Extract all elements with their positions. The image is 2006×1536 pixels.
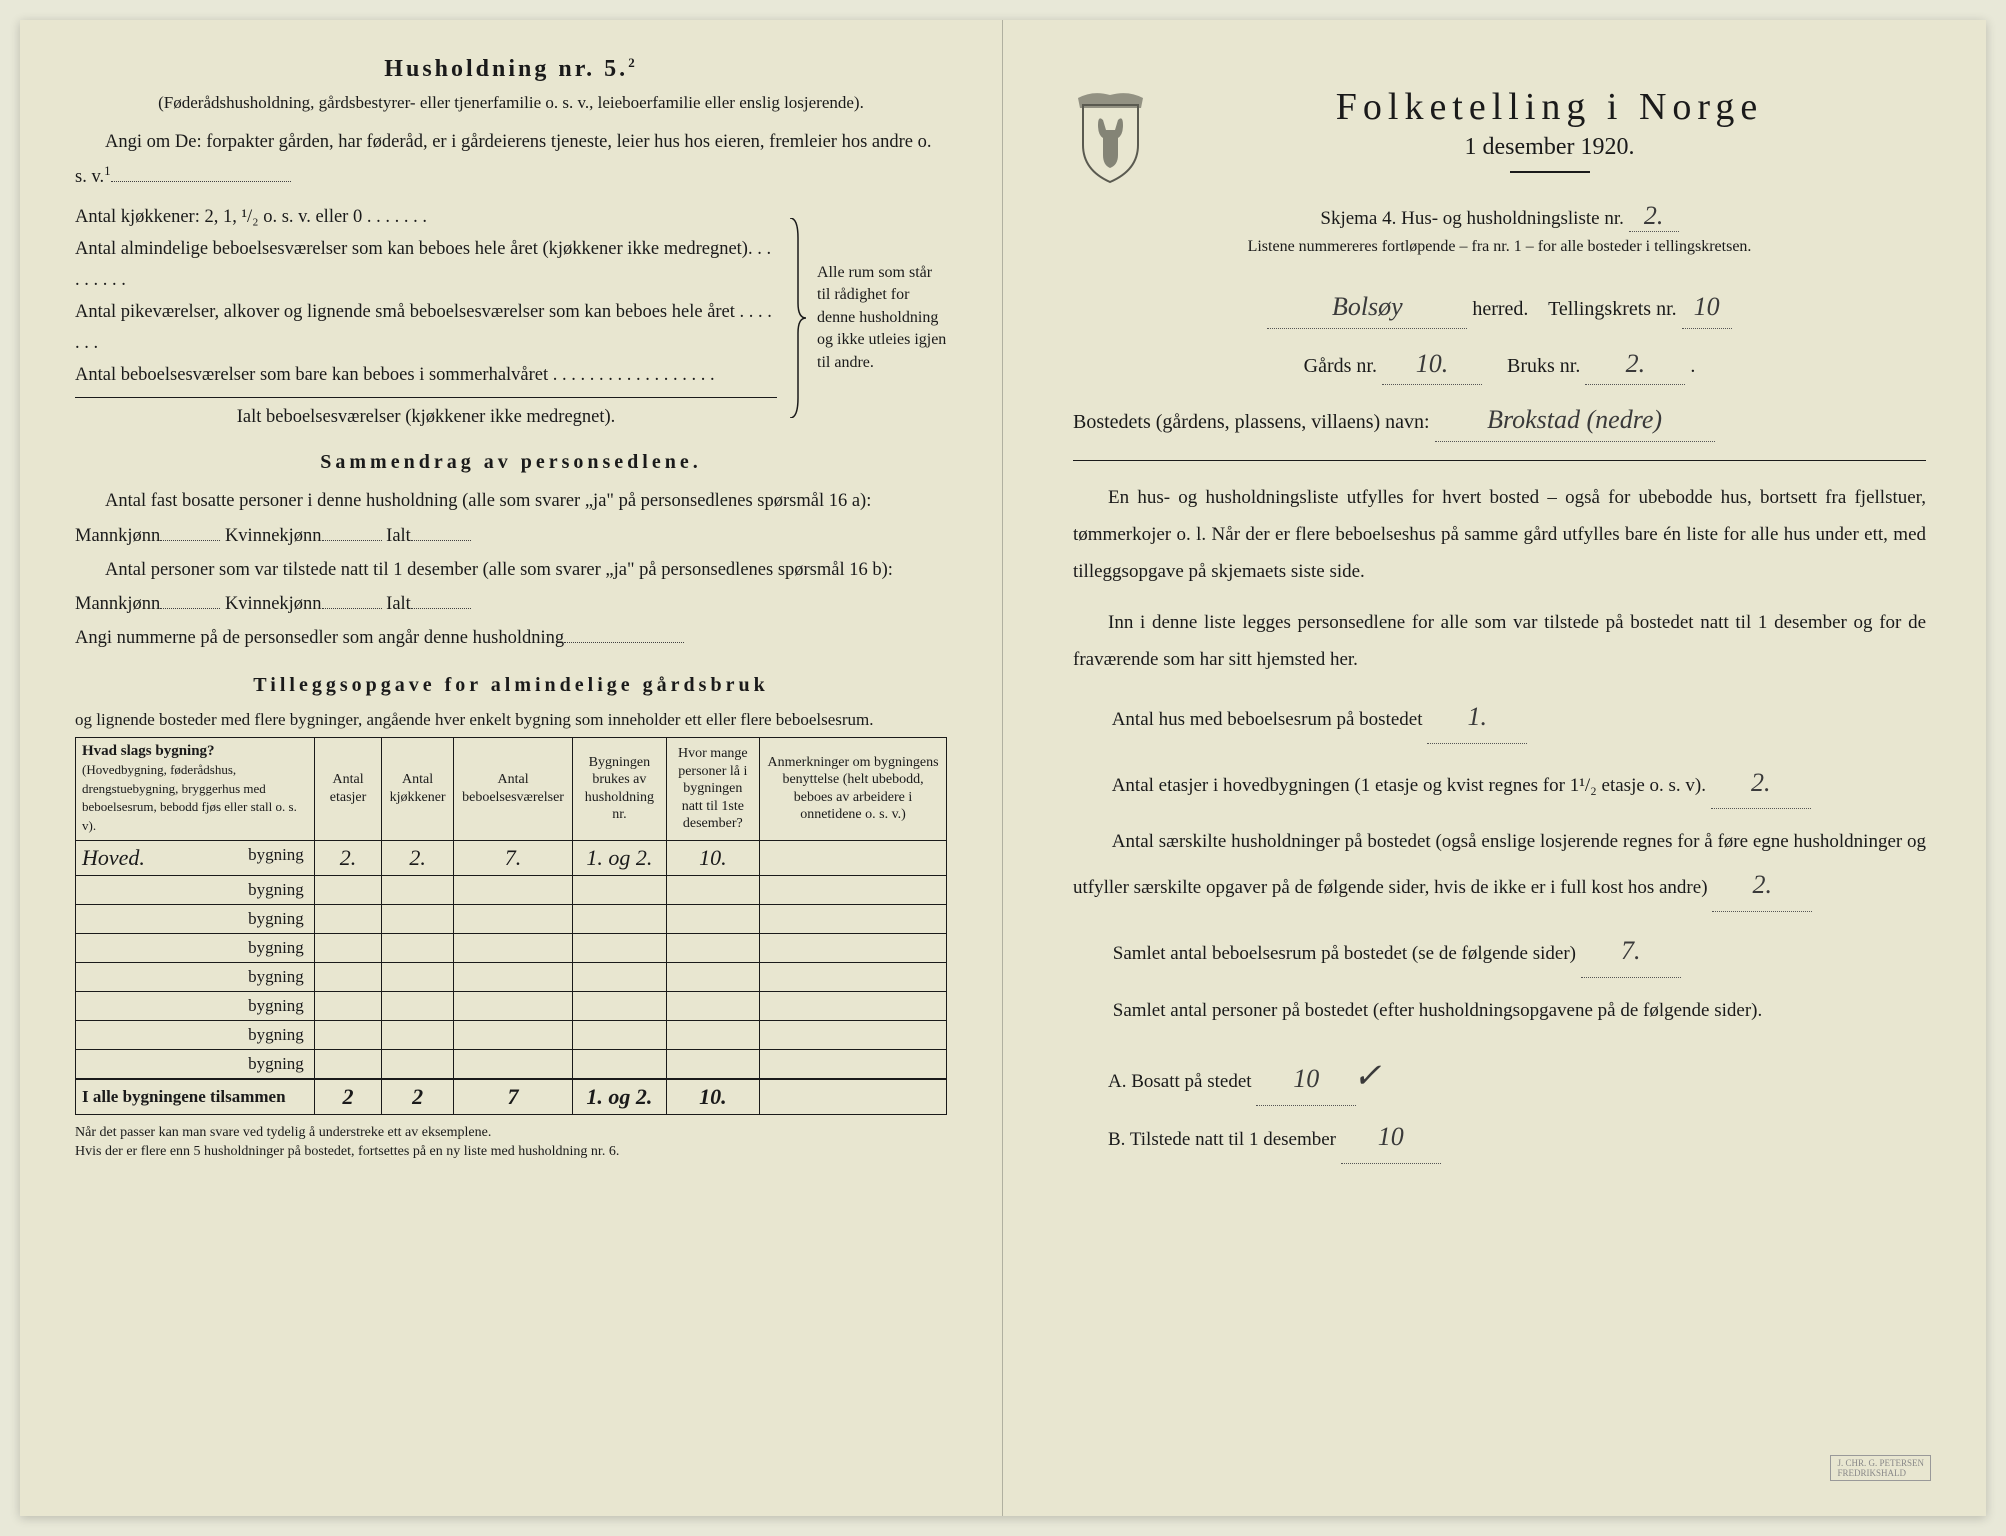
totals-label: I alle bygningene tilsammen [76,1079,315,1115]
brace-icon [787,202,807,433]
table-row: bygning [76,875,947,904]
cell-kjokkener: 2. [382,840,454,875]
totals-c7 [760,1079,947,1115]
th-anmerk: Anmerkninger om bygningens benyttelse (h… [760,738,947,841]
bygning-table: Hvad slags bygning? (Hovedbygning, føder… [75,737,947,1115]
th-etasjer: Antal etasjer [314,738,381,841]
sammendrag-heading: Sammendrag av personsedlene. [75,451,947,474]
angi-line: Angi om De: forpakter gården, har føderå… [75,125,947,195]
rooms-line-3: Antal beboelsesværelser som bare kan beb… [75,360,777,391]
item-b: B. Tilstede natt til 1 desember 10 [1108,1111,1926,1164]
title-rule [1510,171,1590,173]
th-kjokkener: Antal kjøkkener [382,738,454,841]
th-husholdning: Bygningen brukes av husholdning nr. [573,738,666,841]
sammendrag-line-2: Antal personer som var tilstede natt til… [75,553,947,621]
tellingskrets-value: 10 [1682,286,1732,329]
q3-row: Antal særskilte husholdninger på bostede… [1073,823,1926,912]
checkmark-icon: ✓ [1353,1043,1382,1111]
th-vaerelser: Antal beboelsesværelser [453,738,572,841]
skjema-value: 2. [1629,201,1679,232]
husholdning-heading: Husholdning nr. 5.2 [75,55,947,83]
q2-row: Antal etasjer i hovedbygningen (1 etasje… [1073,758,1926,810]
curly-brace-icon [788,218,806,418]
right-page: Folketelling i Norge 1 desember 1920. Sk… [1003,20,1986,1516]
qa-value: 10 [1256,1053,1356,1106]
cell-vaerelser: 7. [453,840,572,875]
table-row: Hoved. bygning 2. 2. 7. 1. og 2. 10. [76,840,947,875]
table-header-row: Hvad slags bygning? (Hovedbygning, føder… [76,738,947,841]
rooms-total-line: Ialt beboelsesværelser (kjøkkener ikke m… [75,397,777,433]
totals-c2: 2 [314,1079,381,1115]
heading-sup: 2 [628,55,638,70]
cell-etasjer: 2. [314,840,381,875]
heading-note: (Føderådshusholdning, gårdsbestyrer- ell… [75,91,947,115]
coat-of-arms-icon [1073,90,1148,185]
q1-row: Antal hus med beboelsesrum på bostedet 1… [1073,692,1926,744]
cell-bygning-label: Hoved. bygning [76,840,315,875]
tillegg-heading: Tilleggsopgave for almindelige gårdsbruk [75,674,947,697]
main-title: Folketelling i Norge [1173,85,1926,129]
table-row: bygning [76,1020,947,1049]
table-row: bygning [76,991,947,1020]
main-date: 1 desember 1920. [1173,134,1926,161]
kitchen-line: Antal kjøkkener: 2, 1, ¹/₂ o. s. v. elle… [75,202,777,233]
totals-c6: 10. [666,1079,759,1115]
table-totals-row: I alle bygningene tilsammen 2 2 7 1. og … [76,1079,947,1115]
bottom-list: A. Bosatt på stedet 10 ✓ B. Tilstede nat… [1073,1043,1926,1164]
bracket-group: Antal kjøkkener: 2, 1, ¹/₂ o. s. v. elle… [75,202,947,433]
q1-value: 1. [1427,692,1527,744]
gards-value: 10. [1382,343,1482,386]
heading-text: Husholdning nr. 5. [384,56,628,82]
section-rule-1 [1073,460,1926,461]
q2-value: 2. [1711,758,1811,810]
tillegg-intro: og lignende bosteder med flere bygninger… [75,707,947,733]
para-1: En hus- og husholdningsliste utfylles fo… [1073,479,1926,590]
bosted-value: Brokstad (nedre) [1435,399,1715,442]
footnote: Når det passer kan man svare ved tydelig… [75,1123,947,1162]
item-a: A. Bosatt på stedet 10 ✓ [1108,1043,1926,1111]
th-personer: Hvor mange personer lå i bygningen natt … [666,738,759,841]
q4-row: Samlet antal beboelsesrum på bostedet (s… [1073,926,1926,978]
bracket-left-content: Antal kjøkkener: 2, 1, ¹/₂ o. s. v. elle… [75,202,777,433]
totals-c4: 7 [453,1079,572,1115]
cell-anmerk [760,840,947,875]
q5-row: Samlet antal personer på bostedet (efter… [1073,992,1926,1029]
table-row: bygning [76,904,947,933]
q4-value: 7. [1581,926,1681,978]
table-row: bygning [76,1049,947,1079]
q3-value: 2. [1712,860,1812,912]
totals-c5: 1. og 2. [573,1079,666,1115]
table-row: bygning [76,962,947,991]
rooms-line-1: Antal almindelige beboelsesværelser som … [75,234,777,297]
table-row: bygning [76,933,947,962]
bosted-row: Bostedets (gårdens, plassens, villaens) … [1073,399,1926,442]
herred-row: Bolsøy herred. Tellingskrets nr. 10 [1073,286,1926,329]
bruks-value: 2. [1585,343,1685,386]
listene-line: Listene nummereres fortløpende – fra nr.… [1073,238,1926,256]
para-2: Inn i denne liste legges personsedlene f… [1073,604,1926,678]
title-block: Folketelling i Norge 1 desember 1920. [1173,85,1926,191]
cell-personer: 10. [666,840,759,875]
totals-c3: 2 [382,1079,454,1115]
sammendrag-line-1: Antal fast bosatte personer i denne hush… [75,484,947,552]
printer-stamp: J. CHR. G. PETERSENFREDRIKSHALD [1830,1455,1931,1481]
document-spread: Husholdning nr. 5.2 (Føderådshusholdning… [20,20,1986,1516]
herred-value: Bolsøy [1267,286,1467,329]
skjema-line: Skjema 4. Hus- og husholdningsliste nr. … [1073,201,1926,232]
gards-row: Gårds nr. 10. Bruks nr. 2. . [1073,343,1926,386]
bracket-right-text: Alle rum som står til rådighet for denne… [817,202,947,433]
cell-husholdning: 1. og 2. [573,840,666,875]
th-bygning-type: Hvad slags bygning? (Hovedbygning, føder… [76,738,315,841]
qb-value: 10 [1341,1111,1441,1164]
title-row: Folketelling i Norge 1 desember 1920. [1073,85,1926,191]
rooms-line-2: Antal pikeværelser, alkover og lignende … [75,297,777,360]
left-page: Husholdning nr. 5.2 (Føderådshusholdning… [20,20,1003,1516]
sammendrag-line-3: Angi nummerne på de personsedler som ang… [75,621,947,655]
